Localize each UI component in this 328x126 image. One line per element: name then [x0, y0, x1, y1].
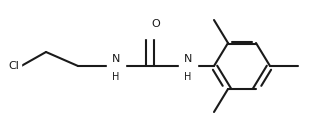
Text: H: H	[112, 72, 120, 82]
Text: H: H	[184, 72, 192, 82]
Polygon shape	[179, 50, 197, 82]
Text: N: N	[184, 54, 192, 64]
Text: O: O	[152, 19, 160, 29]
Polygon shape	[0, 52, 21, 80]
Text: Cl: Cl	[9, 61, 19, 71]
Polygon shape	[141, 10, 159, 38]
Text: N: N	[112, 54, 120, 64]
Polygon shape	[107, 50, 125, 82]
